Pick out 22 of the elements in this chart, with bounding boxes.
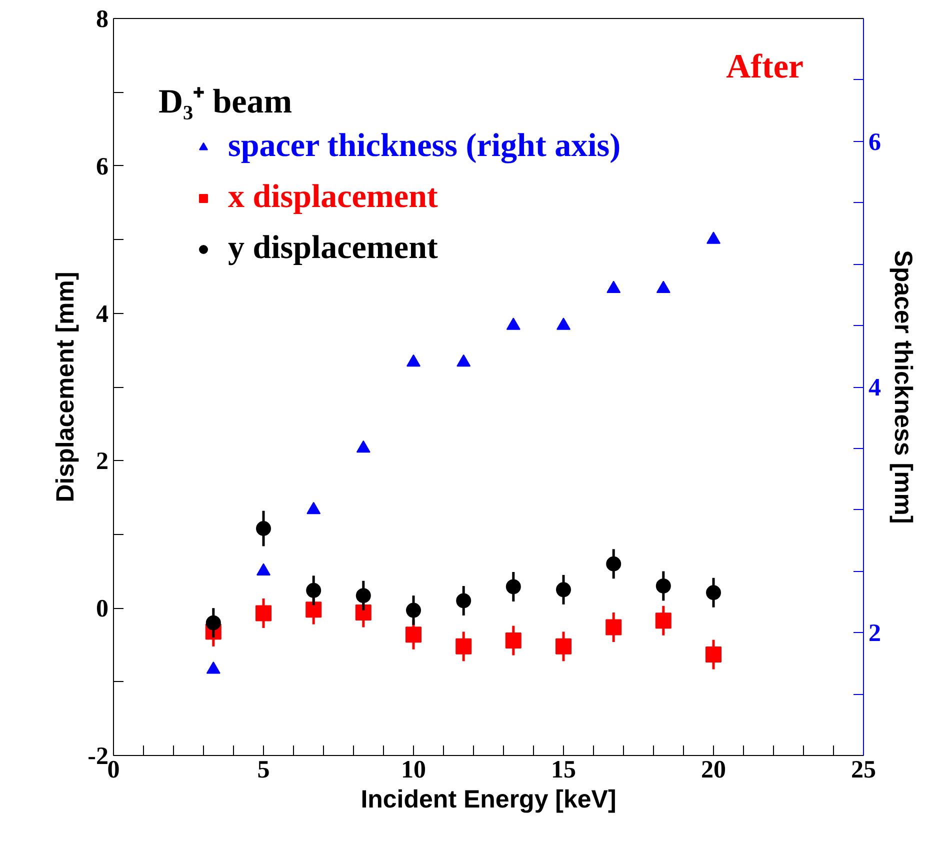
annotation: D₃⁺ beam	[158, 84, 292, 120]
x-tick-label: 25	[851, 756, 876, 784]
legend-label: spacer thickness (right axis)	[228, 128, 621, 165]
y-tick-label: 6	[96, 153, 108, 180]
y-tick-label: 0	[96, 596, 108, 623]
y-tick-label: -2	[88, 743, 109, 770]
x-axis-title: Incident Energy [keV]	[360, 786, 616, 814]
y-axis-title: Displacement [mm]	[52, 272, 80, 502]
legend-label: y displacement	[228, 230, 438, 267]
y2-tick-label: 4	[868, 374, 882, 402]
annotation: After	[726, 48, 804, 86]
x-tick-label: 10	[401, 756, 426, 784]
y-tick-label: 4	[96, 300, 109, 328]
y-tick-label: 8	[96, 6, 108, 33]
y2-axis-title: Spacer thickness [mm]	[889, 250, 917, 524]
legend-label: x displacement	[228, 179, 438, 216]
y2-tick-label: 2	[868, 620, 881, 648]
y2-tick-label: 6	[868, 128, 881, 156]
x-tick-label: 5	[257, 756, 270, 784]
x-tick-label: 20	[701, 756, 726, 784]
y-tick-label: 2	[96, 448, 108, 476]
x-tick-label: 15	[551, 756, 576, 784]
